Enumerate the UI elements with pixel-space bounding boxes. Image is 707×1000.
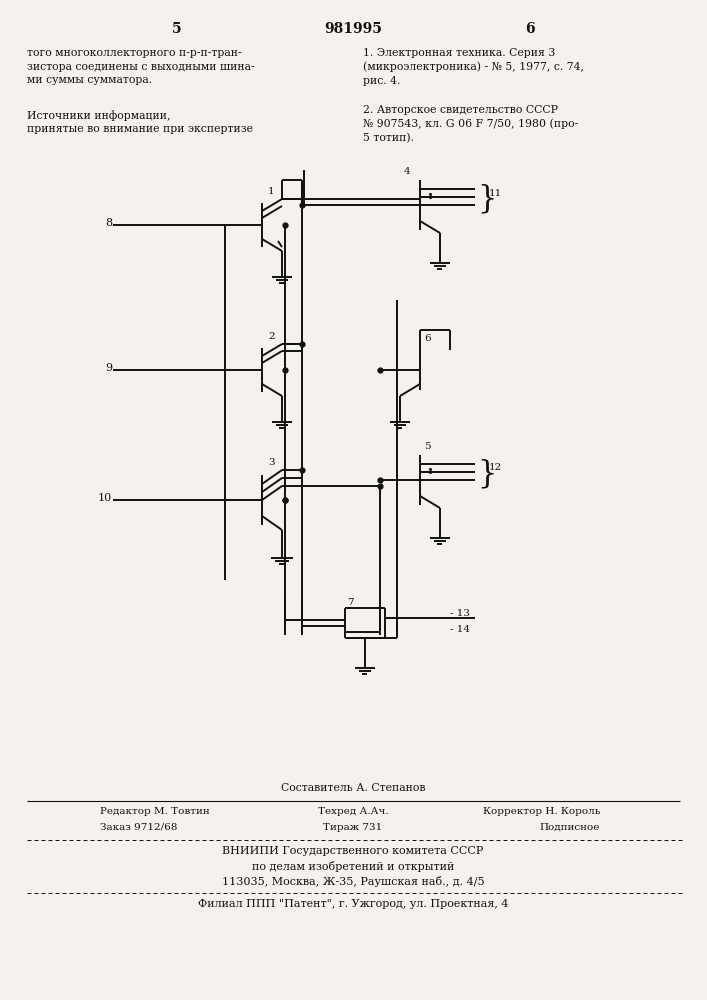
Text: Тираж 731: Тираж 731 — [323, 823, 382, 832]
Text: 2. Авторское свидетельство СССР
№ 907543, кл. G 06 F 7/50, 1980 (про-
5 тотип).: 2. Авторское свидетельство СССР № 907543… — [363, 105, 578, 143]
Text: 113035, Москва, Ж-35, Раушская наб., д. 4/5: 113035, Москва, Ж-35, Раушская наб., д. … — [222, 876, 484, 887]
Text: 3: 3 — [268, 458, 274, 467]
Text: Заказ 9712/68: Заказ 9712/68 — [100, 823, 177, 832]
Text: 981995: 981995 — [324, 22, 382, 36]
Text: Филиал ППП "Патент", г. Ужгород, ул. Проектная, 4: Филиал ППП "Патент", г. Ужгород, ул. Про… — [198, 899, 508, 909]
Text: 4: 4 — [404, 167, 411, 176]
Text: того многоколлекторного п-р-п-тран-
зистора соединены с выходными шина-
ми суммы: того многоколлекторного п-р-п-тран- зист… — [27, 48, 255, 85]
Text: 5: 5 — [424, 442, 431, 451]
Text: 7: 7 — [347, 598, 354, 607]
Text: 10: 10 — [98, 493, 112, 503]
Text: 1: 1 — [268, 187, 274, 196]
Text: по делам изобретений и открытий: по делам изобретений и открытий — [252, 861, 454, 872]
Text: }: } — [477, 183, 496, 214]
Text: 5: 5 — [173, 22, 182, 36]
Text: Редактор М. Товтин: Редактор М. Товтин — [100, 807, 210, 816]
Text: 6: 6 — [424, 334, 431, 343]
Text: - 13: - 13 — [450, 608, 470, 617]
Text: - 14: - 14 — [450, 626, 470, 635]
Text: 9: 9 — [105, 363, 112, 373]
Text: Источники информации,
принятые во внимание при экспертизе: Источники информации, принятые во вниман… — [27, 110, 253, 134]
Text: Техред А.Ач.: Техред А.Ач. — [317, 807, 388, 816]
Text: 11: 11 — [489, 188, 502, 198]
Text: 8: 8 — [105, 218, 112, 228]
Text: 2: 2 — [268, 332, 274, 341]
Text: 12: 12 — [489, 464, 502, 473]
Text: Составитель А. Степанов: Составитель А. Степанов — [281, 783, 425, 793]
Text: ВНИИПИ Государственного комитета СССР: ВНИИПИ Государственного комитета СССР — [222, 846, 484, 856]
Text: Корректор Н. Король: Корректор Н. Король — [483, 807, 600, 816]
Text: Подписное: Подписное — [539, 823, 600, 832]
Text: 1. Электронная техника. Серия 3
(микроэлектроника) - № 5, 1977, с. 74,
рис. 4.: 1. Электронная техника. Серия 3 (микроэл… — [363, 48, 584, 86]
Text: }: } — [477, 458, 496, 489]
Text: 6: 6 — [525, 22, 534, 36]
